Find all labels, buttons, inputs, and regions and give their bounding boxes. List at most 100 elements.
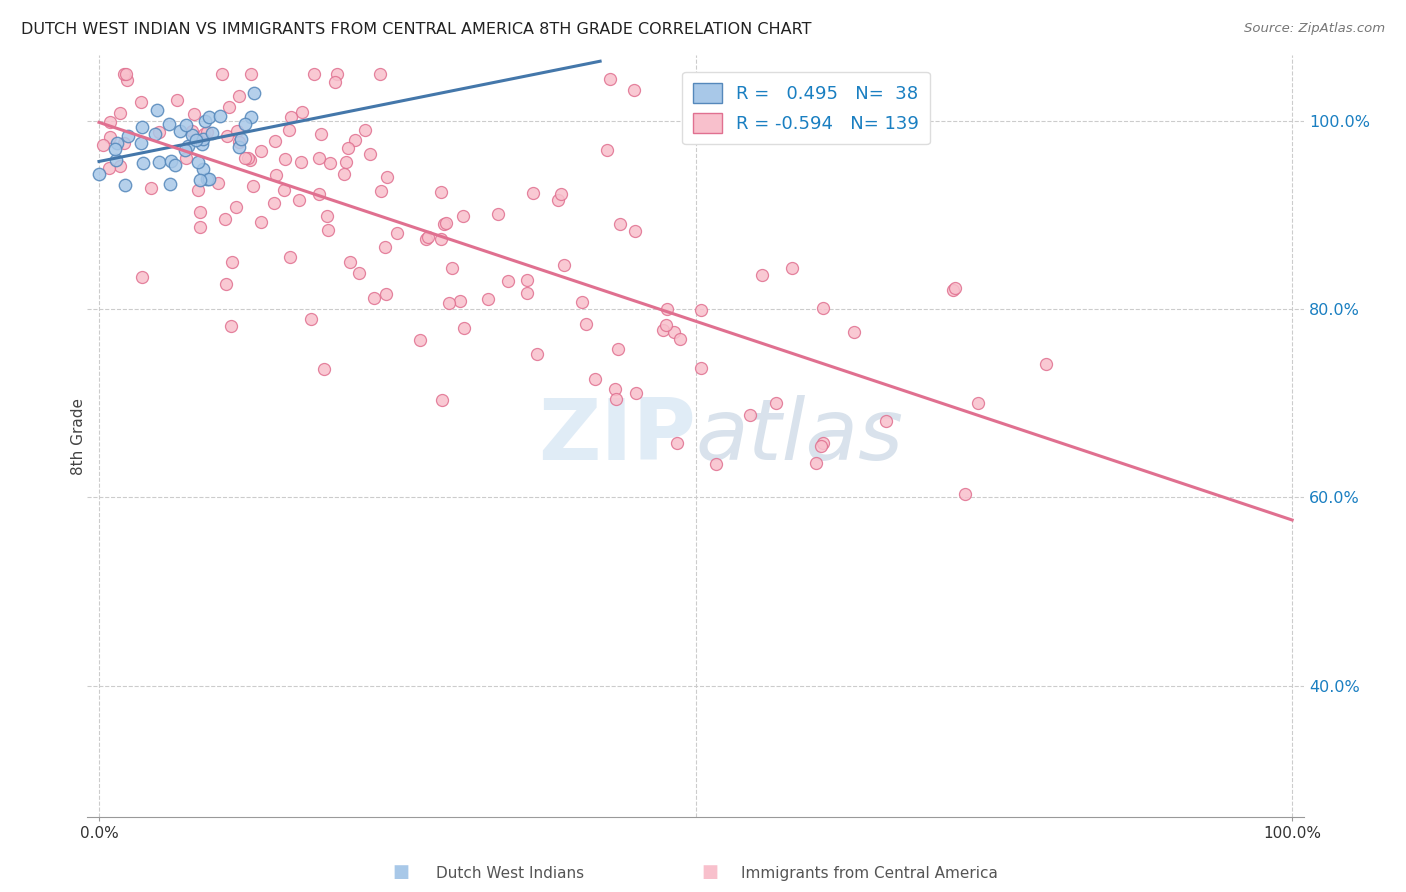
Point <box>183 107 205 121</box>
Point <box>571 295 593 310</box>
Point <box>441 261 464 276</box>
Point <box>526 347 548 361</box>
Point <box>117 129 139 144</box>
Point <box>174 152 197 166</box>
Point <box>765 395 787 409</box>
Point <box>429 185 451 199</box>
Point <box>496 274 519 288</box>
Text: DUTCH WEST INDIAN VS IMMIGRANTS FROM CENTRAL AMERICA 8TH GRADE CORRELATION CHART: DUTCH WEST INDIAN VS IMMIGRANTS FROM CEN… <box>21 22 811 37</box>
Point <box>603 382 626 396</box>
Text: Source: ZipAtlas.com: Source: ZipAtlas.com <box>1244 22 1385 36</box>
Point <box>242 178 264 193</box>
Point <box>942 283 965 297</box>
Point <box>374 240 396 254</box>
Text: atlas: atlas <box>696 395 904 478</box>
Point <box>195 172 218 186</box>
Point <box>159 154 181 169</box>
Point <box>91 138 114 153</box>
Point <box>239 110 262 124</box>
Point <box>233 117 256 131</box>
Point <box>302 67 325 81</box>
Point <box>943 281 966 295</box>
Point <box>193 127 215 141</box>
Point <box>228 135 250 149</box>
Point <box>277 122 299 136</box>
Point <box>516 273 538 287</box>
Point <box>181 128 204 142</box>
Point <box>207 176 229 190</box>
Point <box>967 396 990 410</box>
Point <box>187 155 209 169</box>
Point <box>177 139 200 153</box>
Point <box>666 436 689 450</box>
Point <box>575 318 598 332</box>
Point <box>315 209 337 223</box>
Point <box>104 142 127 156</box>
Point <box>188 220 211 235</box>
Point <box>326 67 349 81</box>
Point <box>139 181 162 195</box>
Text: Immigrants from Central America: Immigrants from Central America <box>741 866 998 881</box>
Point <box>953 487 976 501</box>
Point <box>191 132 214 146</box>
Point <box>299 312 322 326</box>
Point <box>217 129 239 144</box>
Point <box>318 156 340 170</box>
Point <box>105 136 128 150</box>
Point <box>273 183 295 197</box>
Point <box>347 267 370 281</box>
Point <box>280 110 302 124</box>
Point <box>263 134 285 148</box>
Point <box>430 232 453 246</box>
Point <box>108 159 131 173</box>
Point <box>169 123 191 137</box>
Point <box>198 110 221 124</box>
Point <box>704 457 727 471</box>
Point <box>609 217 631 231</box>
Point <box>655 318 678 332</box>
Point <box>335 154 357 169</box>
Point <box>115 72 138 87</box>
Point <box>606 343 628 357</box>
Point <box>308 187 330 202</box>
Point <box>132 156 155 170</box>
Point <box>875 414 897 428</box>
Point <box>336 141 359 155</box>
Point <box>131 120 153 134</box>
Point <box>623 83 645 97</box>
Y-axis label: 8th Grade: 8th Grade <box>72 398 86 475</box>
Point <box>522 186 544 200</box>
Point <box>188 173 211 187</box>
Point <box>98 129 121 144</box>
Point <box>359 146 381 161</box>
Point <box>343 133 366 147</box>
Point <box>385 226 408 240</box>
Point <box>98 161 121 176</box>
Point <box>780 260 803 275</box>
Point <box>689 361 711 376</box>
Point <box>131 269 153 284</box>
Point <box>148 125 170 139</box>
Point <box>1035 357 1057 371</box>
Point <box>370 184 392 198</box>
Point <box>624 224 647 238</box>
Point <box>188 204 211 219</box>
Point <box>605 392 627 406</box>
Point <box>652 323 675 337</box>
Point <box>624 385 647 400</box>
Point <box>477 292 499 306</box>
Point <box>143 127 166 141</box>
Point <box>187 183 209 197</box>
Point <box>290 105 312 120</box>
Point <box>190 137 212 152</box>
Point <box>430 393 453 408</box>
Point <box>288 193 311 207</box>
Point <box>163 158 186 172</box>
Point <box>148 154 170 169</box>
Point <box>231 132 253 146</box>
Point <box>145 103 167 118</box>
Point <box>415 232 437 246</box>
Point <box>312 362 335 376</box>
Point <box>208 109 231 123</box>
Point <box>690 303 713 318</box>
